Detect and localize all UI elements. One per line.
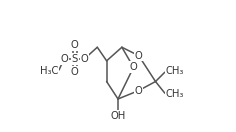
- Text: O: O: [80, 54, 88, 64]
- Text: OH: OH: [110, 111, 126, 121]
- Text: CH₃: CH₃: [166, 66, 184, 76]
- Text: O: O: [135, 86, 143, 96]
- Text: O: O: [71, 40, 79, 50]
- Text: CH₃: CH₃: [166, 89, 184, 99]
- Text: O: O: [135, 51, 143, 61]
- Text: O: O: [130, 62, 137, 72]
- Text: O: O: [71, 67, 79, 77]
- Text: O: O: [60, 54, 68, 64]
- Text: H₃C: H₃C: [40, 66, 59, 76]
- Text: S: S: [72, 54, 78, 64]
